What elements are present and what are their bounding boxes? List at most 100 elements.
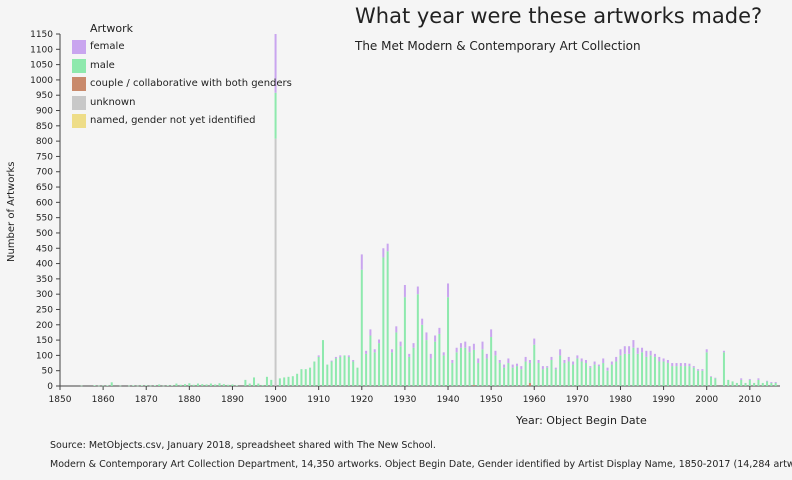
- bar-male-1966: [559, 355, 562, 386]
- chart-subtitle: The Met Modern & Contemporary Art Collec…: [355, 39, 641, 53]
- bar-male-1873: [158, 384, 161, 386]
- bar-male-2013: [761, 382, 764, 386]
- bar-female-1995: [684, 363, 687, 367]
- bar-male-1901: [278, 378, 281, 386]
- bar-male-2011: [753, 382, 756, 386]
- y-tick-label: 950: [36, 91, 53, 101]
- bar-male-1910: [317, 356, 320, 386]
- bar-male-1859: [97, 385, 100, 387]
- chart-title: What year were these artworks made?: [355, 4, 763, 28]
- bar-male-1930: [403, 297, 406, 386]
- bar-male-1994: [679, 366, 682, 386]
- bar-male-1906: [300, 369, 303, 386]
- bar-female-1954: [507, 358, 510, 364]
- bar-male-1944: [464, 347, 467, 386]
- bar-female-1949: [485, 353, 488, 359]
- bar-male-1993: [675, 366, 678, 386]
- bar-female-1970: [576, 355, 579, 359]
- bar-male-1976: [602, 363, 605, 386]
- bar-female-1956: [516, 363, 519, 367]
- bar-male-1917: [347, 356, 350, 386]
- x-tick-label: 1960: [523, 395, 546, 405]
- legend-label-female: female: [90, 41, 125, 52]
- bar-male-1942: [455, 352, 458, 386]
- bar-male-1948: [481, 349, 484, 386]
- bar-female-1955: [511, 364, 514, 368]
- bar-female-1994: [679, 363, 682, 367]
- bar-male-1946: [472, 349, 475, 386]
- bar-female-1931: [408, 353, 411, 357]
- bar-male-1877: [175, 383, 178, 386]
- bar-female-1932: [412, 343, 415, 348]
- y-tick-label: 300: [36, 290, 53, 300]
- bar-male-1923: [373, 352, 376, 386]
- bar-female-1921: [365, 350, 368, 354]
- bar-female-1929: [399, 341, 402, 347]
- bar-male-1963: [546, 367, 549, 386]
- bar-male-1862: [110, 382, 113, 386]
- bar-female-2001: [710, 376, 713, 377]
- bar-female-1976: [602, 358, 605, 364]
- bar-female-1974: [593, 361, 596, 365]
- bar-female-1975: [597, 364, 600, 367]
- bar-female-1946: [472, 343, 475, 350]
- bar-male-2002: [714, 378, 717, 386]
- x-tick-label: 1890: [221, 395, 244, 405]
- bar-female-1997: [692, 366, 695, 368]
- bar-male-1890: [231, 384, 234, 386]
- bar-male-1855: [80, 385, 83, 387]
- bar-female-1935: [425, 332, 428, 341]
- bar-male-1969: [572, 364, 575, 386]
- bar-male-1995: [684, 366, 687, 386]
- bar-male-1938: [438, 333, 441, 386]
- bar-male-1970: [576, 358, 579, 386]
- bar-female-1962: [541, 366, 544, 370]
- bar-male-1987: [649, 355, 652, 386]
- bar-female-1996: [688, 363, 691, 367]
- x-tick-label: 1950: [480, 395, 503, 405]
- bar-male-1903: [287, 376, 290, 386]
- bar-male-1860: [102, 385, 105, 387]
- bar-male-1958: [524, 361, 527, 386]
- bar-male-1919: [356, 367, 359, 386]
- bar-male-1983: [632, 347, 635, 386]
- bar-male-1894: [248, 383, 251, 386]
- bar-male-1962: [541, 369, 544, 386]
- x-tick-label: 1990: [652, 395, 675, 405]
- x-tick-label: 1980: [609, 395, 632, 405]
- bar-female-1983: [632, 340, 635, 348]
- bar-male-1968: [567, 361, 570, 386]
- bar-male-2001: [710, 376, 713, 386]
- y-tick-label: 1000: [30, 76, 53, 86]
- bar-male-1889: [227, 384, 230, 386]
- legend-swatch-male: [72, 59, 86, 73]
- bar-female-1961: [537, 359, 540, 364]
- bar-male-1980: [619, 355, 622, 386]
- bar-male-1936: [429, 358, 432, 386]
- bar-male-2008: [740, 379, 743, 386]
- bar-couple-1946: [472, 385, 475, 386]
- bar-female-1927: [390, 349, 393, 353]
- y-tick-label: 350: [36, 275, 53, 285]
- bar-male-1864: [119, 385, 122, 387]
- bar-male-1879: [184, 384, 187, 386]
- bar-male-1990: [662, 361, 665, 386]
- x-tick-label: 1940: [437, 395, 460, 405]
- bar-male-1869: [140, 385, 143, 386]
- bar-male-1937: [434, 341, 437, 386]
- axes: 0 50 100 150 200 250 300 350 400 450 500 550 600 650 7…: [30, 30, 780, 405]
- bar-male-1939: [442, 355, 445, 386]
- dataset-note: Modern & Contemporary Art Collection Dep…: [50, 459, 792, 470]
- bar-female-1917: [347, 355, 350, 357]
- bar-male-1967: [563, 363, 566, 386]
- bar-male-1914: [334, 358, 337, 386]
- bar-female-1978: [610, 361, 613, 365]
- bar-male-1876: [171, 385, 174, 386]
- bar-male-1989: [658, 361, 661, 386]
- bar-male-2005: [727, 379, 730, 386]
- bar-male-1886: [214, 384, 217, 386]
- bar-female-1986: [645, 350, 648, 357]
- bar-male-1870: [145, 385, 148, 386]
- bar-male-2000: [705, 352, 708, 386]
